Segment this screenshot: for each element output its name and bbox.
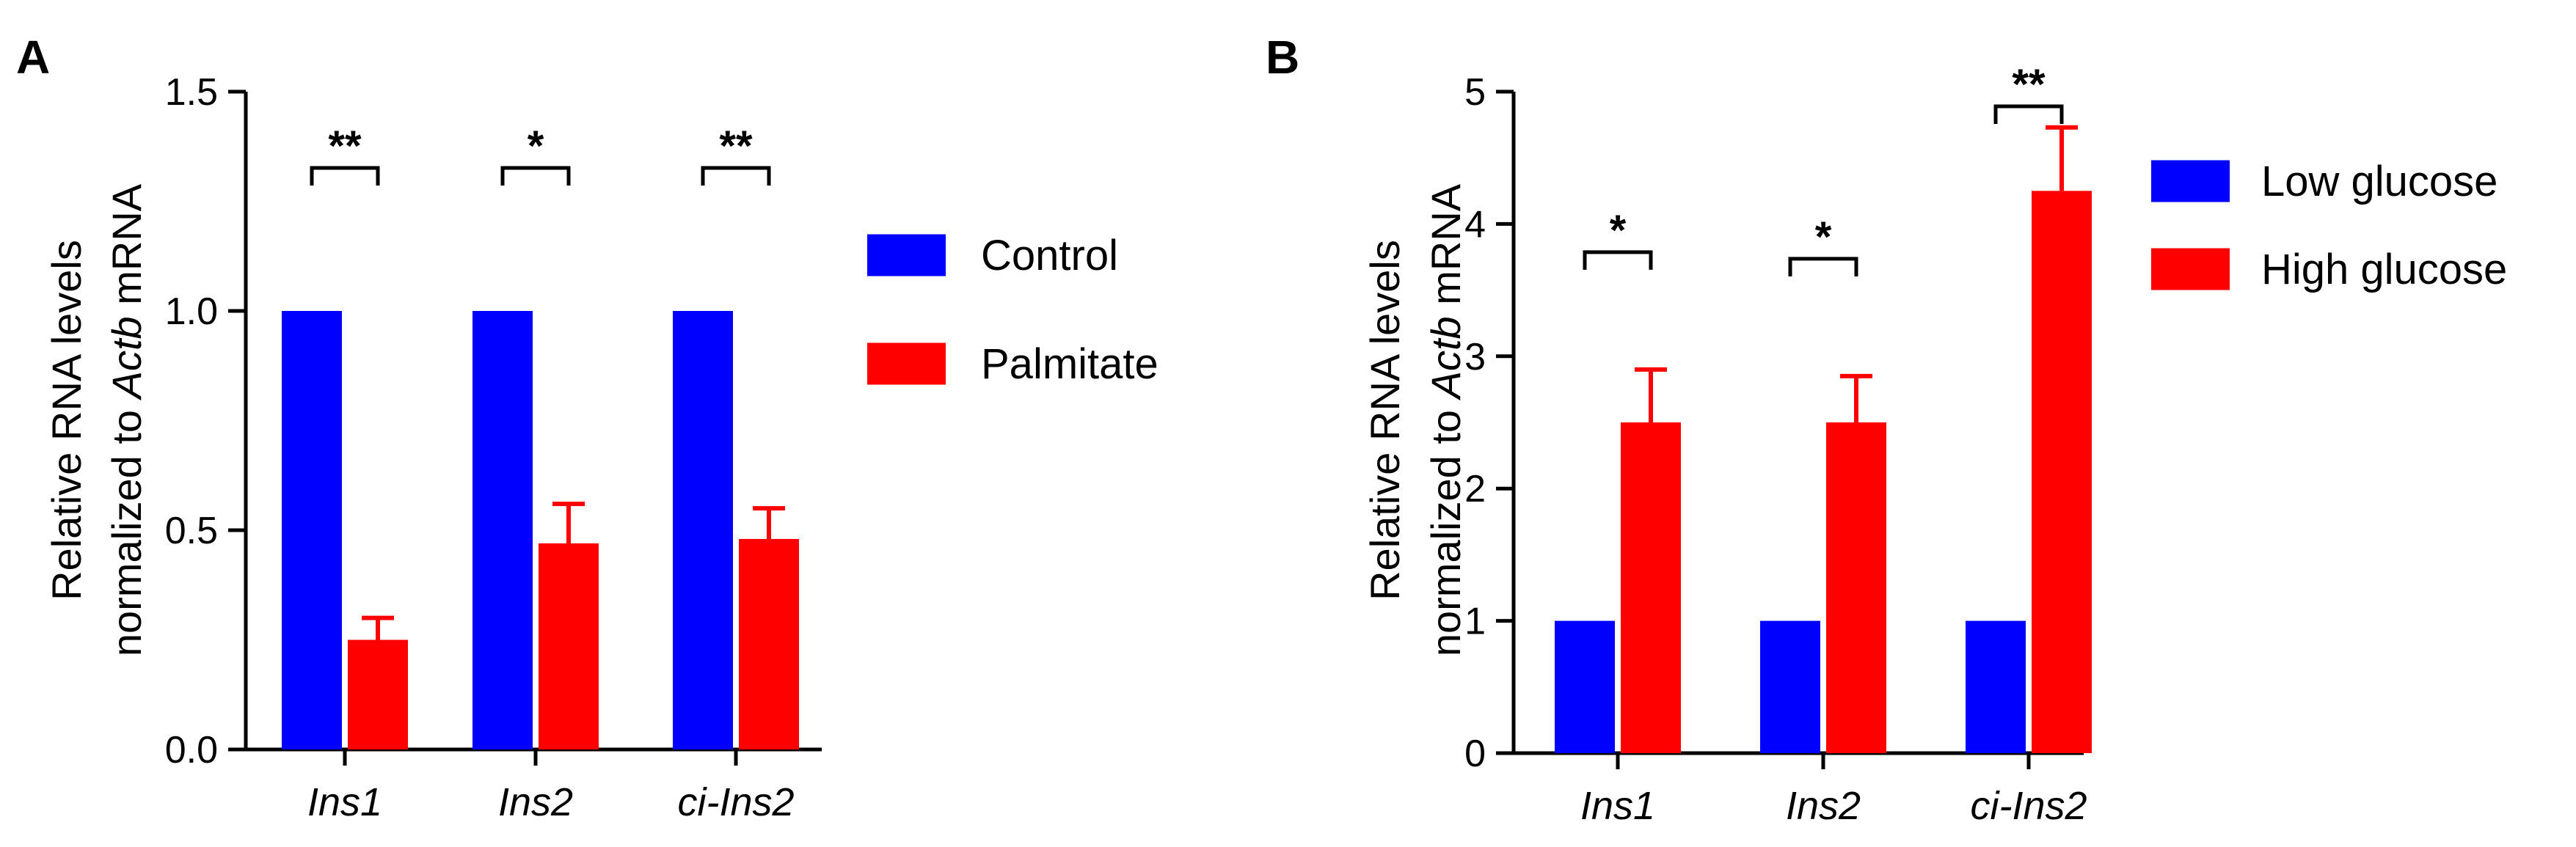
- y-axis-title-gene: Actb: [103, 316, 150, 400]
- bar-palmitate: [539, 543, 599, 749]
- legend-swatch: [867, 342, 946, 385]
- y-tick-label: 4: [1464, 203, 1486, 246]
- y-axis-title-prefix: normalized to: [1423, 398, 1469, 656]
- panel-letter: A: [16, 31, 50, 84]
- y-tick-label: 1.5: [165, 71, 218, 114]
- y-axis-title-suffix: mRNA: [103, 183, 150, 316]
- panel-letter: B: [1266, 31, 1299, 84]
- bar-high-glucose: [1621, 422, 1681, 753]
- x-category-label: Ins1: [1580, 784, 1655, 828]
- panel-b: B Relative RNA levels normalized to Actb m…: [1266, 31, 2507, 828]
- x-category-label: ci-Ins2: [677, 780, 794, 824]
- bar-control: [673, 311, 733, 749]
- significance-label: **: [719, 122, 753, 170]
- bar-palmitate: [348, 639, 408, 749]
- x-category-label: ci-Ins2: [1970, 784, 2087, 828]
- significance-bracket: [1788, 257, 1858, 276]
- legend-swatch: [2151, 248, 2230, 290]
- legend-label: Control: [981, 232, 1118, 279]
- significance-label: *: [528, 122, 544, 170]
- y-axis-title-gene: Actb: [1423, 316, 1469, 400]
- significance-label: *: [1815, 213, 1832, 261]
- significance-label: **: [2012, 61, 2046, 109]
- x-category-label: Ins2: [1786, 784, 1861, 828]
- significance-bracket: [310, 166, 380, 186]
- y-tick-label: 0: [1464, 733, 1486, 775]
- bar-low-glucose: [1555, 620, 1615, 753]
- legend-label: Palmitate: [981, 340, 1159, 388]
- bar-control: [472, 311, 533, 749]
- x-category-label: Ins2: [498, 780, 573, 824]
- bar-palmitate: [739, 538, 799, 749]
- y-tick-label: 0.0: [165, 729, 218, 771]
- panel-a: A Relative RNA levels normalized to Actb m…: [16, 31, 1159, 824]
- significance-label: *: [1610, 207, 1627, 254]
- y-axis-title-suffix: mRNA: [1423, 183, 1469, 316]
- significance-bracket: [500, 166, 571, 186]
- bar-high-glucose: [1826, 422, 1886, 753]
- legend-swatch: [2151, 160, 2230, 202]
- x-category-label: Ins1: [307, 780, 382, 824]
- y-axis-title-line1: Relative RNA levels: [43, 240, 90, 601]
- y-tick-label: 2: [1464, 468, 1486, 510]
- y-axis-title-line1: Relative RNA levels: [1362, 240, 1408, 601]
- bar-control: [282, 311, 342, 749]
- bar-low-glucose: [1966, 620, 2026, 753]
- significance-bracket: [1993, 104, 2064, 124]
- bar-high-glucose: [2032, 191, 2092, 753]
- y-tick-label: 1: [1464, 601, 1486, 643]
- significance-bracket: [1583, 250, 1653, 270]
- legend-label: High glucose: [2261, 246, 2507, 293]
- significance-bracket: [701, 166, 771, 186]
- y-tick-label: 0.5: [165, 510, 218, 552]
- legend-swatch: [867, 234, 946, 276]
- significance-label: **: [328, 122, 362, 170]
- legend-label: Low glucose: [2261, 158, 2497, 205]
- y-tick-label: 3: [1464, 336, 1486, 378]
- bar-low-glucose: [1760, 620, 1820, 753]
- y-axis-title-line2: normalized to Actb mRNA: [103, 183, 150, 656]
- y-axis-title-prefix: normalized to: [103, 398, 150, 656]
- y-tick-label: 5: [1464, 71, 1486, 114]
- y-tick-label: 1.0: [165, 290, 218, 333]
- y-axis-title-line2: normalized to Actb mRNA: [1423, 183, 1469, 656]
